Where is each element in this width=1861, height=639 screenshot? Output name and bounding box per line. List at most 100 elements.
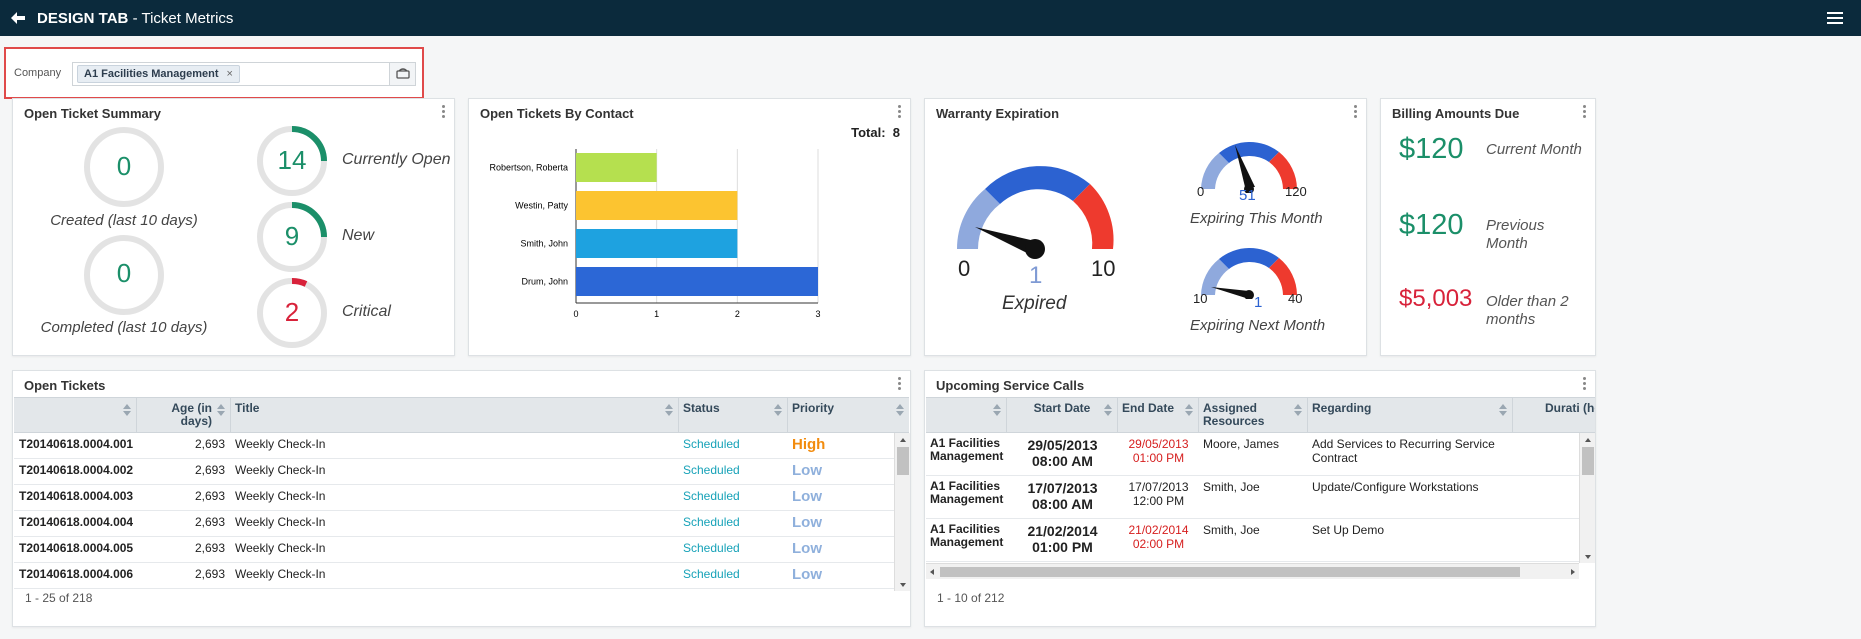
new-label: New <box>342 227 375 244</box>
col-age[interactable]: Age (in days) <box>137 398 231 432</box>
sort-icon[interactable] <box>123 403 131 417</box>
sort-icon[interactable] <box>665 403 673 417</box>
table-row[interactable]: T20140618.0004.001 2,693 Weekly Check-In Sc… <box>14 433 894 459</box>
title-separator: - <box>128 10 142 27</box>
col-status[interactable]: Status <box>679 398 788 432</box>
ticket-id-cell[interactable]: T20140618.0004.004 <box>19 515 134 529</box>
widget-menu-icon[interactable] <box>898 377 902 391</box>
title-cell: Weekly Check-In <box>235 437 326 451</box>
widget-menu-icon[interactable] <box>898 105 902 119</box>
bar[interactable] <box>576 267 818 296</box>
age-cell: 2,693 <box>194 489 225 503</box>
ticket-id-cell[interactable]: T20140618.0004.003 <box>19 489 134 503</box>
ticket-id-cell[interactable]: T20140618.0004.002 <box>19 463 134 477</box>
col-company[interactable] <box>926 398 1007 432</box>
resource-cell: Moore, James <box>1203 437 1280 451</box>
tickets-vertical-scrollbar[interactable] <box>894 433 910 591</box>
this-month-min: 0 <box>1197 184 1205 199</box>
chip-remove-icon[interactable]: × <box>226 68 233 80</box>
bar[interactable] <box>576 191 738 220</box>
new-value: 9 <box>284 221 300 251</box>
table-row[interactable]: T20140618.0004.003 2,693 Weekly Check-In Sc… <box>14 485 894 511</box>
col-title[interactable]: Title <box>231 398 679 432</box>
company-label: Company <box>14 67 62 79</box>
scroll-down-icon[interactable] <box>895 579 911 591</box>
table-row[interactable]: T20140618.0004.006 2,693 Weekly Check-In Sc… <box>14 563 894 589</box>
col-end-date[interactable]: End Date <box>1118 398 1199 432</box>
scroll-right-icon[interactable] <box>1567 564 1579 580</box>
billing-label: Older than 2 months <box>1486 293 1569 328</box>
scroll-thumb[interactable] <box>897 447 909 475</box>
resource-cell: Smith, Joe <box>1203 523 1260 537</box>
company-chip-label: A1 Facilities Management <box>84 68 219 80</box>
sort-icon[interactable] <box>217 403 225 417</box>
status-cell: Scheduled <box>683 463 740 477</box>
billing-amount: $120 <box>1399 133 1464 165</box>
start-date-cell: 17/07/2013 <box>1027 480 1098 496</box>
col-regarding[interactable]: Regarding <box>1308 398 1513 432</box>
created-value: 0 <box>116 151 132 181</box>
col-id[interactable] <box>14 398 137 432</box>
bar[interactable] <box>576 153 657 182</box>
completed-label: Completed (last 10 days) <box>40 319 208 336</box>
calls-horizontal-scrollbar[interactable] <box>926 563 1579 579</box>
sort-icon[interactable] <box>1499 403 1507 417</box>
sort-icon[interactable] <box>774 403 782 417</box>
table-row[interactable]: A1 Facilities Management 29/05/2013 08:00 … <box>926 433 1579 476</box>
table-row[interactable]: A1 Facilities Management 21/02/2014 01:00 … <box>926 519 1579 562</box>
widget-menu-icon[interactable] <box>1354 105 1358 119</box>
scroll-left-icon[interactable] <box>926 564 938 580</box>
sort-icon[interactable] <box>993 403 1001 417</box>
table-row[interactable]: T20140618.0004.004 2,693 Weekly Check-In Sc… <box>14 511 894 537</box>
table-row[interactable]: T20140618.0004.005 2,693 Weekly Check-In Sc… <box>14 537 894 563</box>
col-start-date[interactable]: Start Date <box>1007 398 1118 432</box>
sort-icon[interactable] <box>1185 403 1193 417</box>
scroll-up-icon[interactable] <box>1580 434 1596 446</box>
status-cell: Scheduled <box>683 437 740 451</box>
table-row[interactable]: A1 Facilities Management 17/07/2013 08:00 … <box>926 476 1579 519</box>
completed-ring <box>84 235 164 315</box>
priority-cell: Low <box>792 462 822 479</box>
hamburger-menu-icon[interactable] <box>1826 10 1844 26</box>
priority-cell: High <box>792 436 826 453</box>
scroll-thumb[interactable] <box>1582 447 1594 475</box>
sort-icon[interactable] <box>1104 403 1112 417</box>
scroll-up-icon[interactable] <box>895 434 911 446</box>
table-row[interactable]: T20140618.0004.002 2,693 Weekly Check-In Sc… <box>14 459 894 485</box>
regarding-cell: Set Up Demo <box>1312 523 1385 537</box>
ticket-id-cell[interactable]: T20140618.0004.001 <box>19 437 134 451</box>
company-lookup-button[interactable] <box>389 63 415 85</box>
widget-menu-icon[interactable] <box>442 105 446 119</box>
tab-name: DESIGN TAB <box>37 10 129 27</box>
scroll-down-icon[interactable] <box>1580 551 1596 563</box>
category-label: Smith, John <box>520 239 568 249</box>
sort-icon[interactable] <box>896 403 904 417</box>
h-scroll-thumb[interactable] <box>940 567 1520 577</box>
ticket-id-cell[interactable]: T20140618.0004.005 <box>19 541 134 555</box>
bar[interactable] <box>576 229 738 258</box>
service-calls-body: A1 Facilities Management 29/05/2013 08:00 … <box>926 433 1579 563</box>
col-assigned-resources[interactable]: Assigned Resources <box>1199 398 1308 432</box>
company-input[interactable]: A1 Facilities Management × <box>72 62 416 86</box>
status-cell: Scheduled <box>683 515 740 529</box>
regarding-cell: Update/Configure Workstations <box>1312 480 1479 494</box>
col-priority[interactable]: Priority <box>788 398 909 432</box>
tickets-by-contact-widget: Open Tickets By Contact Total: 8 0 1 2 3 Rob… <box>468 98 911 356</box>
sort-icon[interactable] <box>1294 403 1302 417</box>
currently-open-ring <box>257 126 327 196</box>
ticket-id-cell[interactable]: T20140618.0004.006 <box>19 567 134 581</box>
back-arrow-icon[interactable] <box>8 8 28 28</box>
widget-menu-icon[interactable] <box>1583 105 1587 119</box>
new-ring <box>257 202 327 272</box>
company-chip[interactable]: A1 Facilities Management × <box>77 65 240 83</box>
widget-menu-icon[interactable] <box>1583 377 1587 391</box>
expired-max: 10 <box>1091 256 1116 281</box>
calls-vertical-scrollbar[interactable] <box>1579 433 1595 563</box>
next-month-gauge <box>1201 247 1297 299</box>
completed-value: 0 <box>116 258 132 288</box>
category-label: Westin, Patty <box>515 201 568 211</box>
lookup-icon <box>396 68 410 79</box>
col-duration[interactable]: Durati (hou <box>1545 401 1595 415</box>
calls-pager: 1 - 10 of 212 <box>937 591 1005 605</box>
next-month-label: Expiring Next Month <box>1190 317 1326 334</box>
